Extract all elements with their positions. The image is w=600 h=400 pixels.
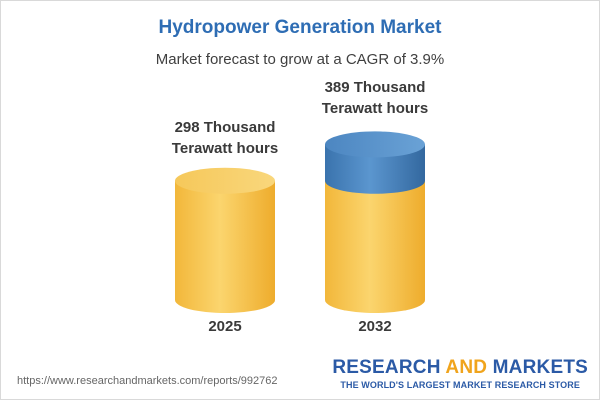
- brand-name-part2: AND: [445, 357, 488, 378]
- bar-top-2025: [175, 167, 275, 194]
- source-url: https://www.researchandmarkets.com/repor…: [17, 375, 278, 387]
- bar-base-segment-2032: [325, 180, 425, 313]
- category-label-2032: 2032: [358, 318, 392, 335]
- bar-2025: [175, 180, 275, 313]
- chart-subtitle: Market forecast to grow at a CAGR of 3.9…: [155, 51, 445, 68]
- category-label-2025: 2025: [208, 318, 242, 335]
- brand-tagline: THE WORLD'S LARGEST MARKET RESEARCH STOR…: [340, 380, 580, 390]
- bar-top-2032: [325, 131, 425, 158]
- value-label-2025: 298 Thousand Terawatt hours: [171, 119, 279, 157]
- brand-name-part3: MARKETS: [492, 357, 588, 378]
- chart-title: Hydropower Generation Market: [158, 17, 442, 38]
- bar-growth-segment-2032: [325, 144, 425, 194]
- brand-name-part1: RESEARCH: [332, 357, 441, 378]
- value-label-2032: 389 Thousand Terawatt hours: [321, 79, 429, 117]
- brand-logo: RESEARCH AND MARKETS THE WORLD'S LARGEST…: [332, 357, 588, 390]
